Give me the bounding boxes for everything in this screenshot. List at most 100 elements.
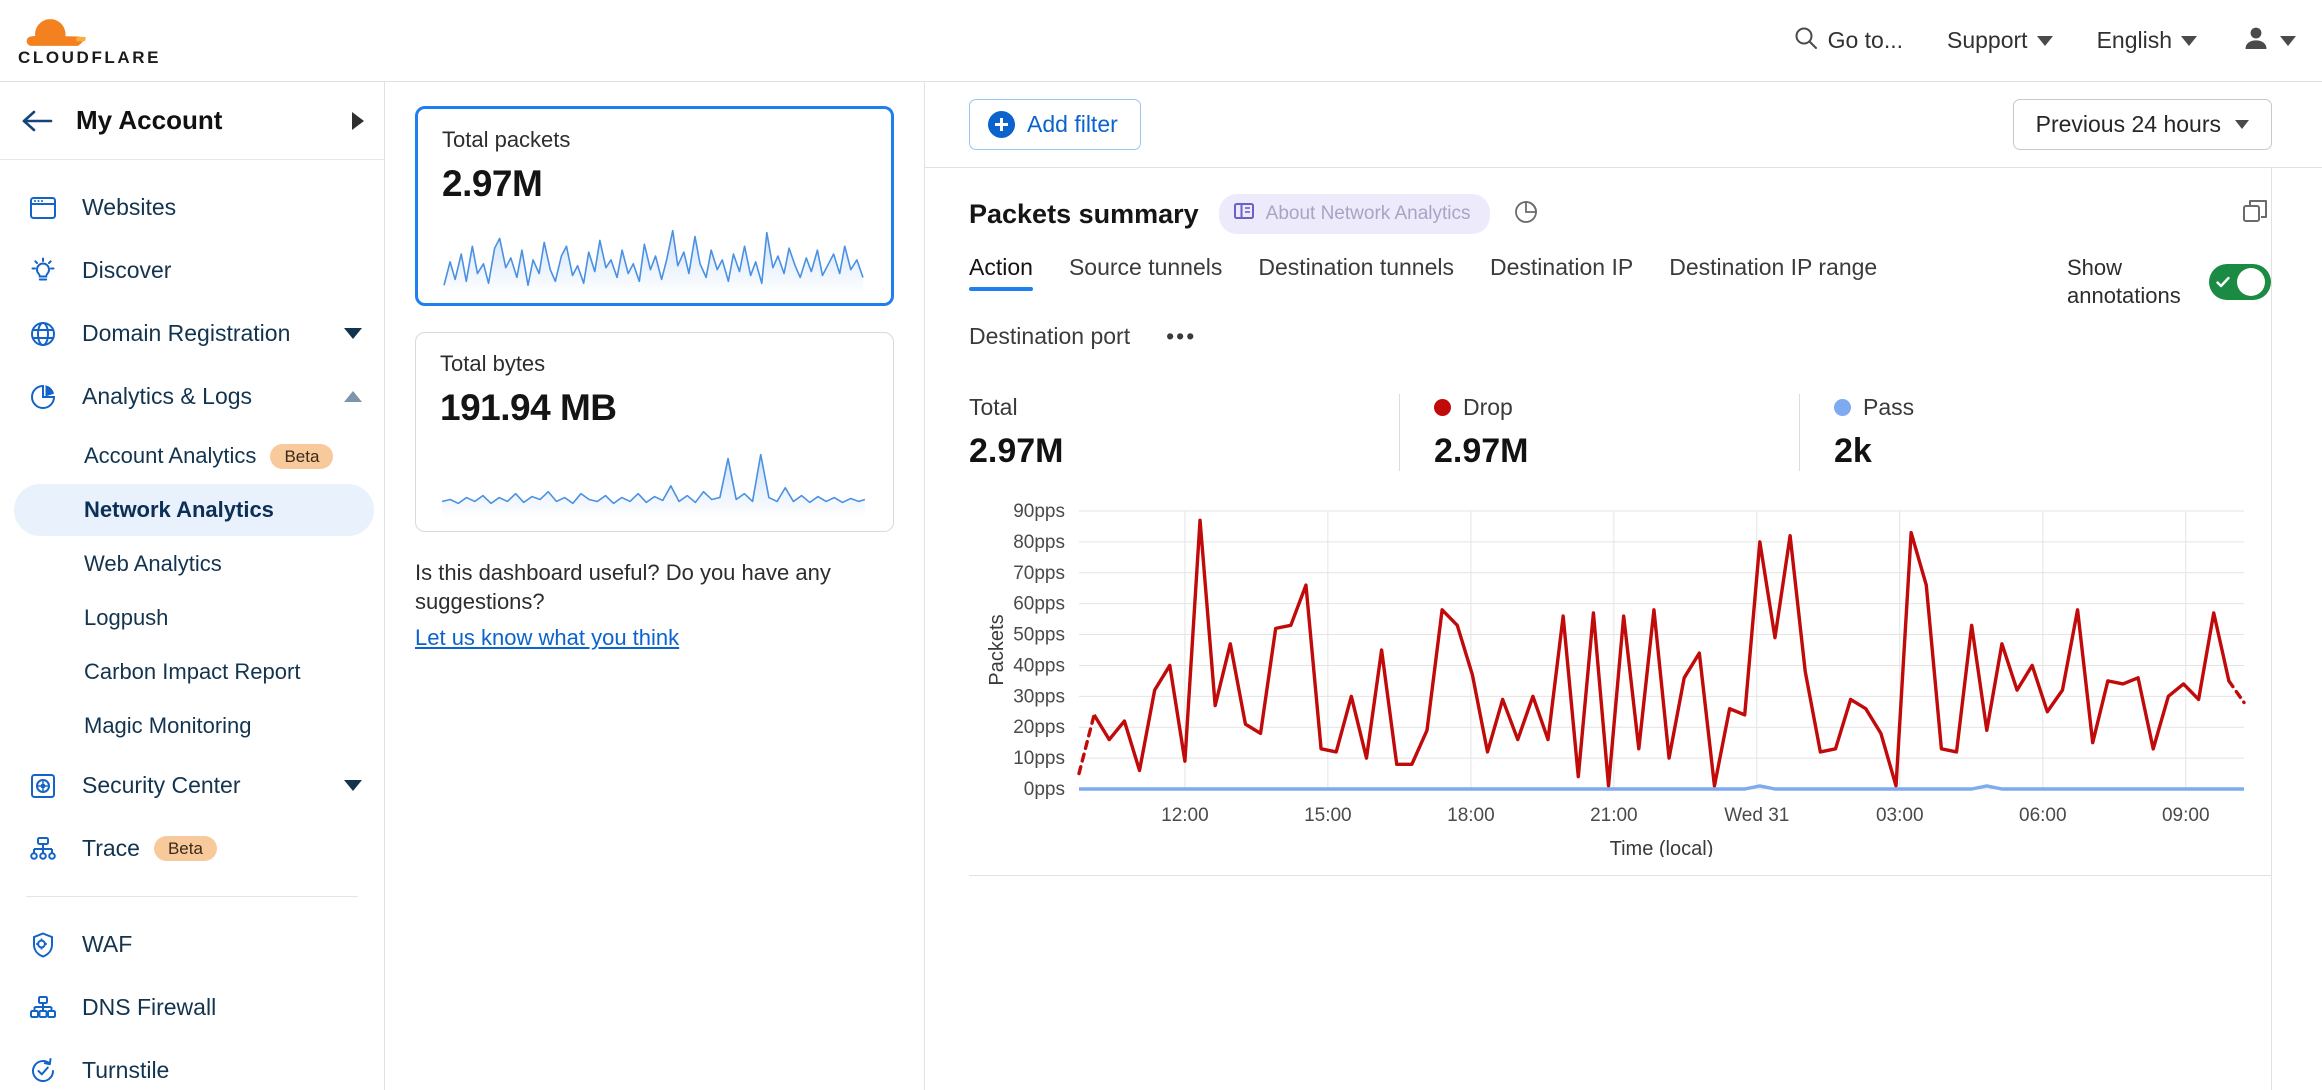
sidebar-item-label: Discover <box>82 257 172 283</box>
x-axis-tick-label: 09:00 <box>2162 805 2210 826</box>
metric-card-total-packets[interactable]: Total packets 2.97M <box>415 106 894 306</box>
more-tabs-icon[interactable]: ••• <box>1166 323 1197 349</box>
search-icon <box>1793 25 1819 57</box>
plus-circle-icon <box>988 111 1015 138</box>
sidebar-subitem-label: Network Analytics <box>84 497 274 522</box>
chevron-down-icon <box>2181 35 2197 46</box>
metric-value: 191.94 MB <box>440 387 617 428</box>
metric-label: Total packets <box>442 127 571 152</box>
x-axis-title: Time (local) <box>1610 838 1714 857</box>
stat-label: Total <box>969 394 1018 420</box>
tab-destination-tunnels[interactable]: Destination tunnels <box>1258 254 1454 280</box>
sidebar-subitem-label: Web Analytics <box>84 551 222 576</box>
sparkline-total-packets <box>442 217 867 295</box>
x-axis-tick-label: 06:00 <box>2019 805 2067 826</box>
y-axis-tick-label: 10pps <box>1013 748 1065 769</box>
y-axis-tick-label: 30pps <box>1013 686 1065 707</box>
sidebar-item-domain-registration[interactable]: Domain Registration <box>0 302 384 365</box>
cloudflare-logo[interactable]: CLOUDFLARE <box>18 15 158 67</box>
user-account-menu[interactable] <box>2241 23 2296 59</box>
chevron-down-icon[interactable] <box>344 780 362 791</box>
feedback-question: Is this dashboard useful? Do you have an… <box>415 560 831 615</box>
y-axis-tick-label: 70pps <box>1013 563 1065 584</box>
series-line-pass <box>1079 784 2244 791</box>
sidebar: My Account Websites <box>0 82 385 1090</box>
sidebar-item-account-analytics[interactable]: Account Analytics Beta <box>14 430 374 482</box>
back-arrow-icon[interactable] <box>20 108 54 134</box>
main-panel: Add filter Previous 24 hours Packets sum… <box>925 82 2322 1090</box>
packets-time-series-chart[interactable]: 0pps 10pps 20pps 30pps 40pps 50pps 60pps 70pps 8… <box>969 497 2271 857</box>
chevron-down-icon <box>2280 35 2296 46</box>
language-label: English <box>2096 27 2172 53</box>
legend-dot-drop <box>1434 399 1451 416</box>
x-axis-tick-label: 03:00 <box>1876 805 1924 826</box>
metric-label: Total bytes <box>440 351 546 376</box>
y-axis-tick-label: 80pps <box>1013 532 1065 553</box>
tab-source-tunnels[interactable]: Source tunnels <box>1068 254 1223 280</box>
time-range-selector[interactable]: Previous 24 hours <box>2012 99 2272 150</box>
sidebar-item-carbon-impact-report[interactable]: Carbon Impact Report <box>14 646 374 698</box>
sidebar-subitem-label: Logpush <box>84 605 169 630</box>
account-switcher-row[interactable]: My Account <box>0 82 384 160</box>
account-title: My Account <box>76 105 223 135</box>
sidebar-item-label: Trace <box>82 835 140 861</box>
sidebar-item-analytics-and-logs[interactable]: Analytics & Logs <box>0 365 384 428</box>
stat-label: Pass <box>1863 394 1915 420</box>
account-expand-icon[interactable] <box>352 111 364 130</box>
series-line-partial-start <box>1077 713 1096 776</box>
sidebar-item-discover[interactable]: Discover <box>0 239 384 302</box>
sidebar-item-dns-firewall[interactable]: DNS Firewall <box>0 976 384 1039</box>
status-badge: Beta <box>270 443 334 469</box>
sidebar-item-turnstile[interactable]: Turnstile <box>0 1039 384 1090</box>
chevron-up-icon[interactable] <box>344 391 362 402</box>
sidebar-divider <box>26 896 358 897</box>
show-annotations-toggle[interactable] <box>2209 264 2271 301</box>
sidebar-item-waf[interactable]: WAF <box>0 913 384 976</box>
sidebar-item-security-center[interactable]: Security Center <box>0 754 384 817</box>
security-shield-icon <box>26 769 60 803</box>
global-search[interactable]: Go to... <box>1793 25 1903 57</box>
x-axis-tick-label: 15:00 <box>1304 805 1352 826</box>
chart-type-pie-icon[interactable] <box>1512 198 1540 231</box>
feedback-link[interactable]: Let us know what you think <box>415 624 680 650</box>
page-title: Packets summary <box>969 198 1199 229</box>
tab-action[interactable]: Action <box>969 254 1033 291</box>
y-axis-tick-label: 20pps <box>1013 717 1065 738</box>
time-range-label: Previous 24 hours <box>2035 111 2221 137</box>
sidebar-item-websites[interactable]: Websites <box>0 176 384 239</box>
stat-pass[interactable]: Pass 2k <box>1799 394 1954 471</box>
panel-bottom-divider <box>969 875 2271 876</box>
globe-icon <box>26 317 60 351</box>
stat-value: 2.97M <box>969 432 1064 470</box>
tab-destination-ip[interactable]: Destination IP <box>1490 254 1634 280</box>
sidebar-item-trace[interactable]: Trace Beta <box>0 817 384 880</box>
summary-stats: Total 2.97M Drop 2.97M <box>969 394 2271 471</box>
dimension-tabs-row: Action Source tunnels Destination tunnel… <box>969 254 2271 360</box>
sidebar-item-label: Analytics & Logs <box>82 383 253 409</box>
search-label: Go to... <box>1827 27 1903 53</box>
duplicate-panel-icon[interactable] <box>2241 197 2271 232</box>
metric-card-total-bytes[interactable]: Total bytes 191.94 MB <box>415 332 894 532</box>
about-network-analytics-link[interactable]: About Network Analytics <box>1218 194 1490 234</box>
chevron-down-icon <box>2235 120 2249 129</box>
about-label: About Network Analytics <box>1265 203 1471 224</box>
sidebar-item-logpush[interactable]: Logpush <box>14 592 374 644</box>
metric-cards-column: Total packets 2.97M Total bytes 191.94 <box>385 82 925 1090</box>
tab-destination-port[interactable]: Destination port <box>969 323 1131 349</box>
y-axis-tick-label: 60pps <box>1013 594 1065 615</box>
sidebar-item-network-analytics[interactable]: Network Analytics <box>14 484 374 536</box>
stat-value: 2.97M <box>1434 432 1529 470</box>
x-axis-tick-label: 18:00 <box>1447 805 1495 826</box>
sidebar-item-magic-monitoring[interactable]: Magic Monitoring <box>14 700 374 752</box>
sparkline-total-bytes <box>440 441 869 519</box>
add-filter-button[interactable]: Add filter <box>969 99 1141 150</box>
book-icon <box>1233 201 1255 227</box>
sidebar-item-web-analytics[interactable]: Web Analytics <box>14 538 374 590</box>
tab-destination-ip-range[interactable]: Destination IP range <box>1669 254 1878 280</box>
trace-icon <box>26 832 60 866</box>
support-menu[interactable]: Support <box>1947 27 2053 54</box>
chevron-down-icon[interactable] <box>344 328 362 339</box>
language-menu[interactable]: English <box>2097 27 2197 54</box>
stat-drop[interactable]: Drop 2.97M <box>1399 394 1799 471</box>
support-label: Support <box>1947 27 2028 53</box>
